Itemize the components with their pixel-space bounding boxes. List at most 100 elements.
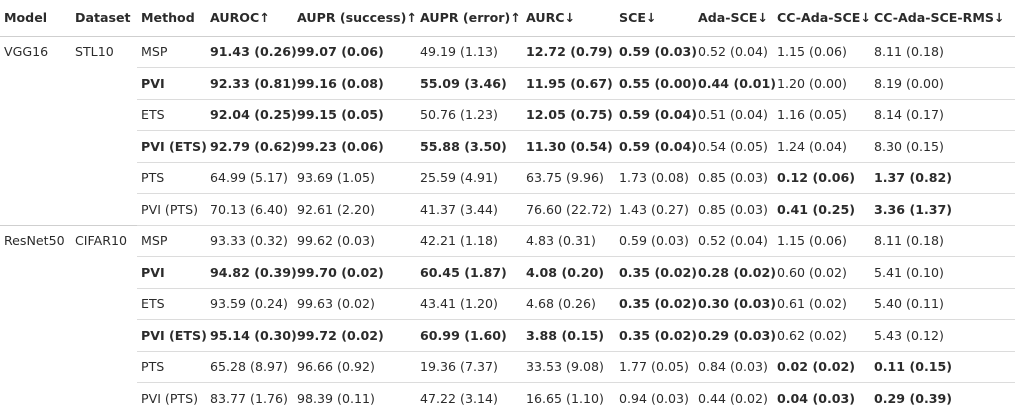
metric-cell: 1.77 (0.05) xyxy=(615,350,694,383)
metric-cell: 0.44 (0.01) xyxy=(694,67,776,99)
metric-cell: 0.29 (0.03) xyxy=(694,319,776,351)
metric-cell: 43.41 (1.20) xyxy=(416,287,522,320)
metric-cell: 0.41 (0.25) xyxy=(773,193,870,225)
metric-cell: 0.61 (0.02) xyxy=(773,287,870,320)
metric-cell: 60.45 (1.87) xyxy=(416,256,522,288)
metric-cell: 95.14 (0.30) xyxy=(206,319,297,351)
dataset-cell: CIFAR10 xyxy=(71,224,137,414)
table-row: PVI (PTS) 70.13 (6.40) 92.61 (2.20) 41.37 (… xyxy=(0,193,1015,225)
metric-cell: 1.15 (0.06) xyxy=(777,44,847,60)
metric-cell: 5.40 (0.11) xyxy=(870,287,1015,320)
metric-cell: 0.35 (0.02) xyxy=(615,287,697,320)
table-row: PVI 94.82 (0.39) 99.70 (0.02) 60.45 (1.87) 4… xyxy=(0,256,1015,288)
method-cell: PTS xyxy=(137,161,206,194)
column-header: CC-Ada-SCE-RMS↓ xyxy=(870,0,1015,37)
metric-cell: 60.99 (1.60) xyxy=(416,319,522,351)
metric-cell: 0.35 (0.02) xyxy=(615,256,697,288)
metric-cell: 0.35 (0.02) xyxy=(615,319,697,351)
column-header: SCE↓ xyxy=(615,0,694,37)
metric-cell: 0.85 (0.03) xyxy=(694,193,773,225)
metric-cell: 47.22 (3.14) xyxy=(416,382,522,414)
method-cell: PVI (PTS) xyxy=(137,193,206,225)
metric-cell: 0.59 (0.03) xyxy=(615,224,694,257)
metric-cell: 55.09 (3.46) xyxy=(416,67,522,99)
metric-cell: 93.59 (0.24) xyxy=(206,287,293,320)
metric-cell: 0.62 (0.02) xyxy=(773,319,870,351)
metric-cell: 16.65 (1.10) xyxy=(522,382,615,414)
metric-cell: 0.30 (0.03) xyxy=(694,287,776,320)
metric-cell: 0.12 (0.06) xyxy=(773,161,870,194)
metric-cell: 99.70 (0.02) xyxy=(293,256,416,288)
metric-cell: 92.04 (0.25) xyxy=(206,98,297,131)
metric-cell: 0.52 (0.04) xyxy=(694,224,773,257)
metric-cell: 99.63 (0.02) xyxy=(293,287,416,320)
model-cell: VGG16 xyxy=(4,43,49,59)
metric-cell: 50.76 (1.23) xyxy=(416,98,522,131)
metric-cell: 19.36 (7.37) xyxy=(416,350,522,383)
method-cell: MSP xyxy=(137,224,206,257)
metric-cell: 3.36 (1.37) xyxy=(870,193,1015,225)
metric-cell: 0.59 (0.04) xyxy=(615,98,697,131)
table-row: VGG16 STL10 MSP 91.43 (0.26) 99.07 (0.06) 49.… xyxy=(0,36,1015,68)
column-header: Method xyxy=(137,0,206,37)
metric-cell: 1.73 (0.08) xyxy=(615,161,694,194)
metric-cell: 8.11 (0.18) xyxy=(870,224,1015,257)
metric-cell: 11.30 (0.54) xyxy=(522,130,615,162)
metric-cell: 0.51 (0.04) xyxy=(694,98,773,131)
metric-cell: 76.60 (22.72) xyxy=(522,193,615,225)
metric-cell: 5.43 (0.12) xyxy=(870,319,1015,351)
metric-cell: 1.24 (0.04) xyxy=(773,130,870,162)
metric-cell: 92.61 (2.20) xyxy=(293,193,416,225)
method-cell: MSP xyxy=(141,44,168,60)
metric-cell: 0.59 (0.04) xyxy=(615,130,697,162)
metric-cell: 12.72 (0.79) xyxy=(526,44,613,60)
metric-cell: 91.43 (0.26) xyxy=(210,44,297,60)
table-row: PVI (ETS) 92.79 (0.62) 99.23 (0.06) 55.88 (… xyxy=(0,130,1015,162)
metric-cell: 70.13 (6.40) xyxy=(206,193,293,225)
method-cell: ETS xyxy=(137,287,206,320)
metric-cell: 0.59 (0.03) xyxy=(619,44,698,60)
metric-cell: 8.11 (0.18) xyxy=(874,44,944,60)
metric-cell: 93.69 (1.05) xyxy=(293,161,416,194)
metric-cell: 8.19 (0.00) xyxy=(870,67,1015,99)
column-header: AUPR (success)↑ xyxy=(293,0,417,37)
method-cell: ETS xyxy=(137,98,206,131)
method-cell: PVI xyxy=(137,256,206,288)
metric-cell: 99.07 (0.06) xyxy=(297,44,384,60)
metric-cell: 0.29 (0.39) xyxy=(870,382,1015,414)
metric-cell: 0.11 (0.15) xyxy=(870,350,1015,383)
metric-cell: 4.08 (0.20) xyxy=(522,256,615,288)
metric-cell: 96.66 (0.92) xyxy=(293,350,416,383)
table-row: PVI (ETS) 95.14 (0.30) 99.72 (0.02) 60.99 (… xyxy=(0,319,1015,351)
metric-cell: 0.02 (0.02) xyxy=(773,350,870,383)
method-cell: PVI (ETS) xyxy=(137,130,207,162)
metric-cell: 12.05 (0.75) xyxy=(522,98,615,131)
metric-cell: 55.88 (3.50) xyxy=(416,130,522,162)
column-header: CC-Ada-SCE↓ xyxy=(773,0,871,37)
metric-cell: 1.43 (0.27) xyxy=(615,193,694,225)
metric-cell: 8.14 (0.17) xyxy=(870,98,1015,131)
column-header: AUROC↑ xyxy=(206,0,293,37)
metric-cell: 1.16 (0.05) xyxy=(773,98,870,131)
metric-cell: 0.94 (0.03) xyxy=(615,382,694,414)
method-cell: PVI (ETS) xyxy=(137,319,207,351)
metric-cell: 0.84 (0.03) xyxy=(694,350,773,383)
method-cell: PTS xyxy=(137,350,206,383)
table-row: ETS 93.59 (0.24) 99.63 (0.02) 43.41 (1.20) 4… xyxy=(0,287,1015,320)
method-cell: PVI (PTS) xyxy=(137,382,206,414)
column-header: AUPR (error)↑ xyxy=(416,0,522,37)
metric-cell: 49.19 (1.13) xyxy=(420,44,498,60)
metric-cell: 0.52 (0.04) xyxy=(698,44,768,60)
metric-cell: 99.15 (0.05) xyxy=(293,98,416,131)
metric-cell: 42.21 (1.18) xyxy=(416,224,522,257)
metric-cell: 11.95 (0.67) xyxy=(522,67,615,99)
metric-cell: 99.23 (0.06) xyxy=(293,130,416,162)
metric-cell: 92.33 (0.81) xyxy=(206,67,297,99)
metric-cell: 8.30 (0.15) xyxy=(870,130,1015,162)
dataset-cell: STL10 xyxy=(75,43,114,59)
metric-cell: 1.20 (0.00) xyxy=(773,67,870,99)
column-header: Dataset xyxy=(71,0,137,37)
metric-cell: 99.62 (0.03) xyxy=(293,224,416,257)
table-row: ResNet50 CIFAR10 MSP 93.33 (0.32) 99.62 (0.0… xyxy=(0,224,1015,414)
